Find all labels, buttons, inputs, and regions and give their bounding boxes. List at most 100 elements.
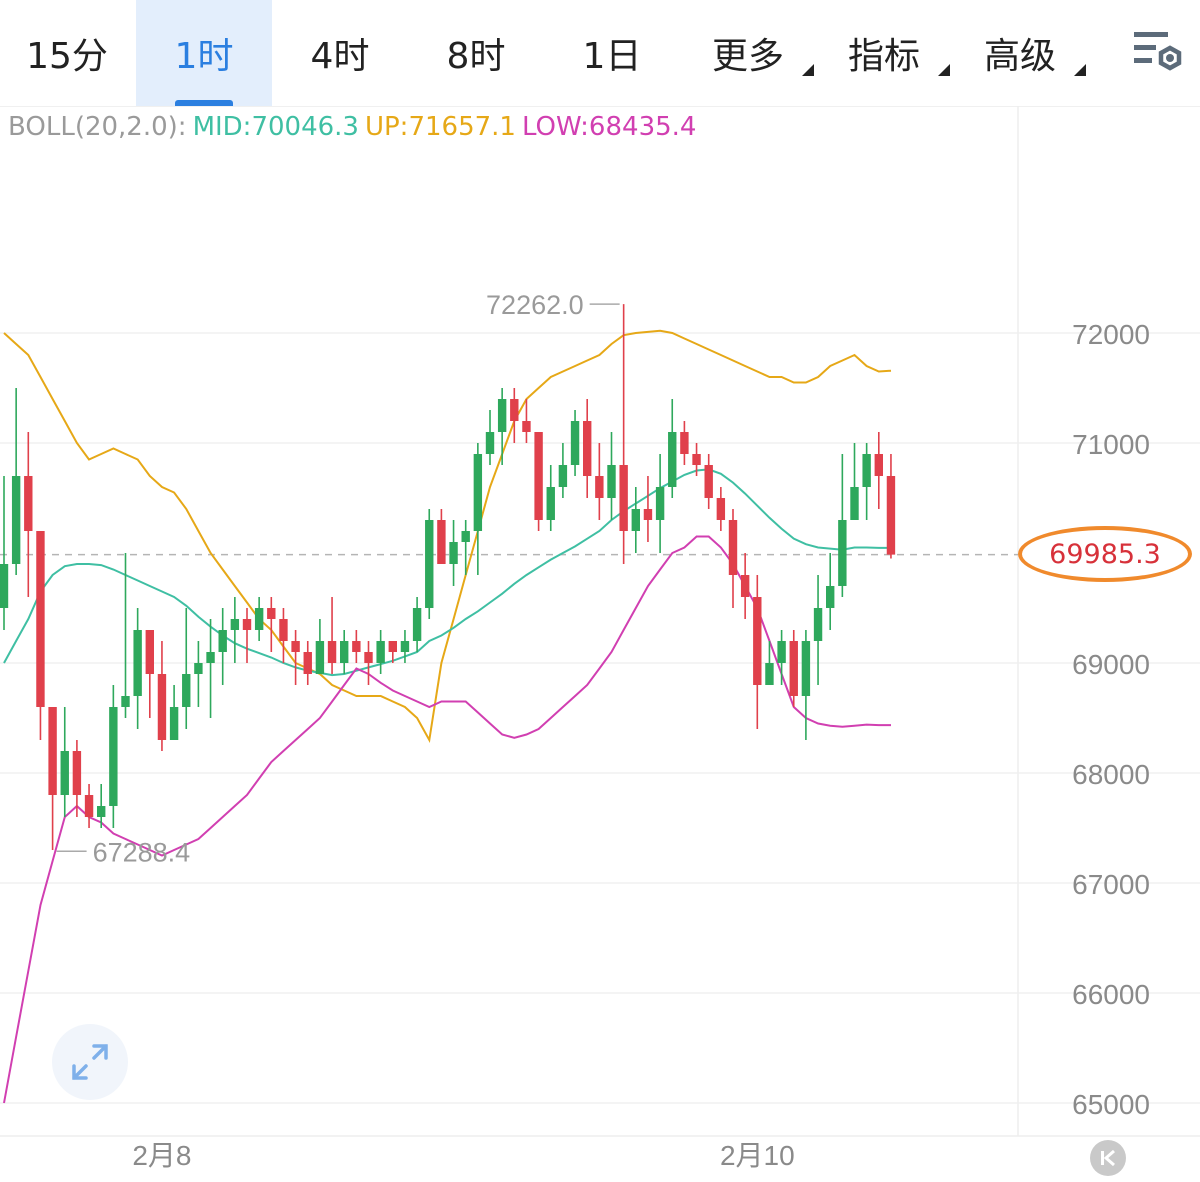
candle-up	[109, 685, 118, 828]
y-tick-label: 68000	[1072, 759, 1150, 790]
candle-body	[607, 465, 616, 498]
candle-body	[169, 707, 179, 740]
candle-body	[218, 630, 227, 652]
candle-up	[801, 630, 811, 740]
candle-up	[97, 784, 106, 828]
boll-middle-line	[3, 468, 891, 677]
candle-down	[24, 432, 33, 597]
candle-body	[619, 465, 628, 531]
candle-down	[753, 575, 762, 729]
tab-4h[interactable]: 4时	[272, 0, 408, 106]
candle-down	[619, 304, 628, 564]
candle-body	[740, 575, 750, 597]
candle-up	[60, 707, 69, 817]
candle-body	[376, 641, 385, 663]
current-price-label[interactable]: 69985.3	[1018, 526, 1192, 582]
candle-body	[194, 663, 203, 674]
candle-body	[631, 509, 640, 531]
candle-down	[595, 443, 604, 520]
candle-up	[850, 443, 859, 520]
candle-body	[704, 465, 713, 498]
y-axis: 72000 71000 69000 68000 67000 66000 65000	[1072, 319, 1150, 1120]
candle-down	[522, 399, 531, 443]
low-marker-label: 67288.4	[93, 837, 191, 867]
tab-15min[interactable]: 15分	[0, 0, 134, 106]
tab-more[interactable]: 更多	[680, 0, 816, 106]
candle-down	[327, 597, 337, 674]
candle-down	[72, 740, 82, 817]
candle-up	[668, 399, 677, 498]
candle-up	[558, 443, 568, 498]
candle-up	[631, 487, 640, 553]
candle-body	[109, 707, 118, 806]
chart-settings-icon[interactable]	[1130, 26, 1186, 78]
candle-body	[777, 641, 786, 663]
candle-body	[315, 641, 325, 674]
candle-up	[206, 619, 215, 718]
candle-down	[157, 641, 167, 751]
candle-body	[352, 641, 361, 652]
candle-body	[522, 421, 531, 432]
chart-grid	[0, 106, 1200, 1137]
timeframe-tabbar: 15分 1时 4时 8时 1日 更多 指标 高级	[0, 0, 1200, 107]
candle-body	[206, 652, 215, 663]
candle-up	[862, 443, 871, 520]
candle-body	[254, 608, 264, 630]
candle-up	[169, 685, 179, 740]
candle-down	[84, 784, 94, 828]
candle-body	[242, 619, 252, 630]
candle-body	[400, 641, 410, 652]
candle-body	[862, 454, 871, 487]
candle-down	[510, 388, 519, 443]
tab-1d[interactable]: 1日	[544, 0, 680, 106]
tab-advanced[interactable]: 高级	[952, 0, 1088, 106]
tab-1h[interactable]: 1时	[136, 0, 272, 106]
candle-body	[364, 652, 373, 663]
candle-body	[340, 641, 349, 663]
boll-up-value: UP:71657.1	[364, 112, 516, 142]
x-tick-label: 2月10	[720, 1140, 795, 1171]
candle-body	[437, 520, 446, 564]
scroll-to-start-icon[interactable]	[1090, 1140, 1126, 1176]
candle-down	[874, 432, 883, 509]
candle-body	[133, 630, 142, 696]
candle-down	[437, 509, 446, 564]
tab-8h[interactable]: 8时	[408, 0, 544, 106]
extreme-markers: 72262.0 67288.4	[56, 290, 620, 867]
candle-down	[680, 421, 689, 465]
candle-body	[753, 597, 762, 685]
dropdown-triangle-icon	[802, 64, 814, 76]
candle-down	[583, 399, 592, 498]
candle-down	[534, 432, 543, 531]
candle-body	[680, 432, 689, 454]
candle-body	[388, 641, 397, 652]
candle-up	[133, 608, 142, 729]
candle-up	[546, 465, 555, 531]
candle-up	[315, 619, 325, 674]
candle-body	[97, 806, 106, 817]
candle-up	[765, 641, 774, 685]
candle-up	[0, 476, 9, 630]
candle-body	[510, 399, 519, 421]
x-tick-label: 2月8	[132, 1140, 191, 1171]
candle-body	[449, 542, 458, 564]
candle-up	[182, 608, 191, 729]
candle-body	[765, 663, 774, 685]
tab-indicators[interactable]: 指标	[816, 0, 952, 106]
candle-up	[838, 454, 847, 597]
candle-body	[850, 487, 859, 520]
candle-body	[655, 487, 665, 520]
y-tick-label: 71000	[1072, 429, 1150, 460]
candle-down	[145, 630, 154, 718]
fullscreen-expand-icon[interactable]	[52, 1024, 128, 1100]
candle-up	[777, 630, 786, 685]
candle-body	[279, 619, 288, 641]
candles	[0, 304, 896, 850]
candle-down	[789, 630, 798, 707]
candle-body	[583, 421, 592, 476]
candle-body	[145, 630, 154, 674]
y-tick-label: 69000	[1072, 649, 1150, 680]
candle-body	[570, 421, 580, 465]
candle-up	[461, 520, 470, 575]
